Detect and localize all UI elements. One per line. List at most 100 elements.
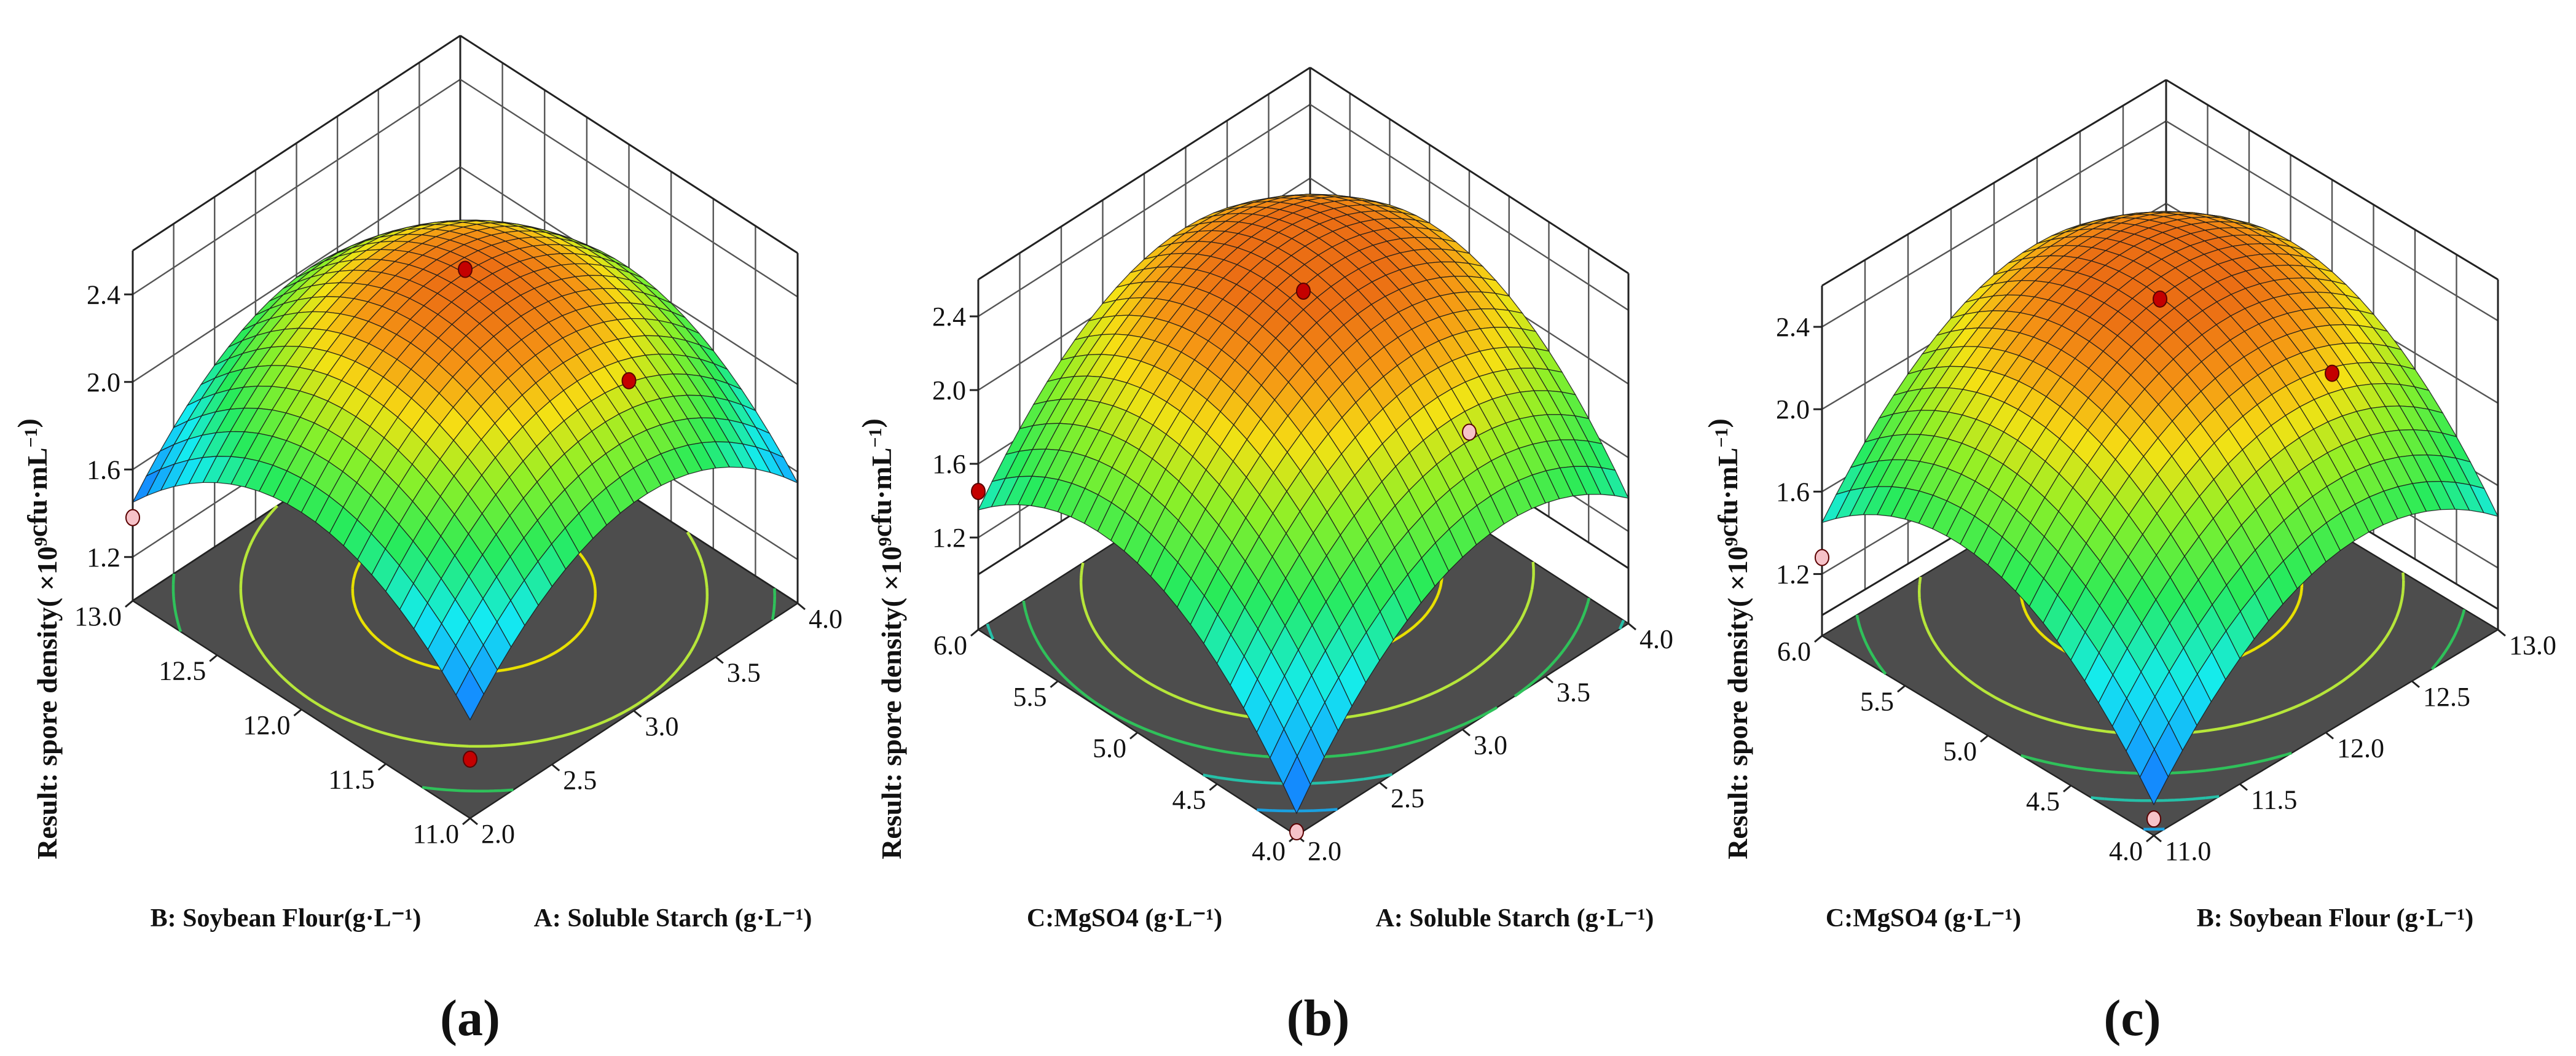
- y-tick-label: 4.0: [1252, 836, 1286, 866]
- z-tick-label: 2.4: [87, 280, 120, 310]
- z-axis-title: Result: spore density( ×109cfu·mL−1): [1702, 418, 1753, 859]
- y-axis-title-a: B: Soybean Flour(g·L⁻¹): [151, 904, 422, 933]
- x-tick-label: 11.5: [2251, 784, 2297, 815]
- design-point: [458, 260, 473, 278]
- z-axis-title-superscript: −1: [21, 428, 41, 447]
- y-axis-title-b: C:MgSO4 (g·L⁻¹): [1027, 904, 1222, 933]
- z-axis-title: Result: spore density( ×109cfu·mL−1): [856, 418, 907, 859]
- y-tick-mark: [1050, 680, 1059, 688]
- y-tick-label: 13.0: [74, 601, 122, 632]
- z-tick-label: 2.0: [1776, 394, 1810, 424]
- y-tick-mark: [293, 708, 302, 717]
- z-tick-label: 1.2: [932, 523, 966, 553]
- x-tick-label: 12.5: [2423, 682, 2470, 712]
- y-tick-mark: [1897, 685, 1906, 693]
- x-tick-mark: [551, 764, 560, 772]
- y-tick-mark: [970, 628, 979, 637]
- y-tick-mark: [125, 600, 133, 608]
- y-tick-mark: [1980, 735, 1989, 743]
- y-tick-label: 5.0: [1093, 733, 1126, 764]
- x-tick-mark: [1545, 676, 1553, 684]
- y-tick-mark: [209, 654, 218, 662]
- panel-label-c: (c): [2103, 990, 2161, 1047]
- design-point: [1296, 283, 1311, 300]
- design-point: [1462, 423, 1477, 441]
- z-tick-label: 1.6: [87, 455, 120, 485]
- z-axis-title-part: ): [1702, 418, 1734, 428]
- y-axis-title-c: C:MgSO4 (g·L⁻¹): [1826, 904, 2021, 933]
- x-tick-label: 2.5: [1391, 783, 1424, 813]
- x-tick-mark: [2497, 628, 2506, 637]
- x-tick-mark: [2153, 834, 2162, 843]
- z-axis-title: Result: spore density( ×109cfu·mL−1): [12, 418, 63, 859]
- x-tick-label: 2.5: [563, 765, 597, 796]
- x-tick-label: 3.5: [1557, 677, 1590, 707]
- surface-facet: [2139, 748, 2169, 806]
- x-axis-title-b: A: Soluble Starch (g·L⁻¹): [1376, 904, 1654, 933]
- y-tick-label: 5.5: [1860, 686, 1894, 716]
- z-axis-title-superscript: −1: [865, 428, 886, 447]
- design-point: [621, 372, 637, 389]
- y-tick-label: 5.5: [1013, 682, 1047, 712]
- x-tick-label: 3.0: [1474, 730, 1507, 761]
- contour-line: [1022, 598, 1591, 759]
- x-tick-label: 2.0: [481, 819, 515, 849]
- x-tick-mark: [797, 602, 806, 611]
- design-point: [1815, 549, 1829, 566]
- surface-facet: [455, 668, 484, 721]
- y-tick-label: 11.0: [413, 819, 459, 849]
- z-axis-title-part: Result: spore density( ×10: [1722, 546, 1753, 859]
- x-axis-title-a: A: Soluble Starch (g·L⁻¹): [534, 904, 812, 933]
- z-axis-title-superscript: −1: [1711, 428, 1732, 447]
- x-tick-mark: [2239, 783, 2248, 791]
- z-tick-label: 1.6: [1776, 477, 1810, 507]
- x-tick-label: 12.0: [2337, 733, 2384, 764]
- x-tick-mark: [1462, 729, 1471, 737]
- design-point: [2325, 364, 2339, 382]
- z-tick-label: 2.4: [932, 302, 966, 332]
- y-tick-mark: [1209, 783, 1218, 791]
- surface-plot-c: C:MgSO4 (g·L⁻¹) B: Soybean Flour (g·L⁻¹)…: [1702, 79, 2556, 1047]
- design-point: [463, 750, 477, 768]
- panel-label-b: (b): [1287, 990, 1350, 1047]
- x-tick-mark: [2411, 680, 2420, 688]
- z-axis-title-superscript: 9: [31, 537, 51, 546]
- surface-plot-b: C:MgSO4 (g·L⁻¹) A: Soluble Starch (g·L⁻¹…: [856, 66, 1673, 1047]
- z-axis-title-part: cfu·mL: [1712, 448, 1743, 538]
- z-tick-label: 2.4: [1776, 312, 1810, 342]
- design-point: [2153, 290, 2167, 308]
- surface-plot-a: B: Soybean Flour(g·L⁻¹) A: Soluble Starc…: [12, 34, 842, 1047]
- surface-facet: [1282, 755, 1311, 815]
- y-tick-label: 12.5: [159, 656, 206, 686]
- y-tick-label: 6.0: [933, 630, 967, 660]
- x-tick-label: 4.0: [809, 604, 842, 634]
- x-axis-title-c: B: Soybean Flour (g·L⁻¹): [2197, 904, 2474, 933]
- x-tick-mark: [1628, 622, 1636, 631]
- y-tick-mark: [2146, 834, 2154, 843]
- x-tick-label: 3.0: [645, 711, 679, 741]
- x-tick-mark: [1379, 781, 1388, 789]
- response-surface: [977, 194, 1630, 815]
- design-point: [125, 509, 140, 526]
- y-tick-mark: [1814, 635, 1823, 643]
- z-tick-label: 2.0: [87, 367, 120, 397]
- response-surface: [1821, 211, 2499, 806]
- x-tick-mark: [715, 656, 724, 664]
- z-axis-title-part: cfu·mL: [22, 448, 53, 538]
- x-tick-mark: [633, 710, 642, 718]
- y-tick-label: 11.5: [328, 765, 374, 795]
- z-axis-title-part: ): [856, 418, 887, 428]
- response-surface: [132, 219, 799, 721]
- contour-line: [1855, 609, 2466, 775]
- z-axis-title-superscript: 9: [875, 537, 895, 546]
- design-point: [2146, 810, 2161, 828]
- y-tick-label: 4.5: [2026, 786, 2060, 816]
- x-tick-label: 3.5: [727, 658, 761, 688]
- design-point: [971, 483, 986, 500]
- panel-label-a: (a): [440, 990, 500, 1047]
- y-tick-label: 12.0: [243, 710, 291, 740]
- z-tick-label: 1.2: [87, 542, 120, 573]
- z-axis-title-part: cfu·mL: [866, 448, 897, 538]
- y-tick-label: 4.5: [1172, 784, 1206, 815]
